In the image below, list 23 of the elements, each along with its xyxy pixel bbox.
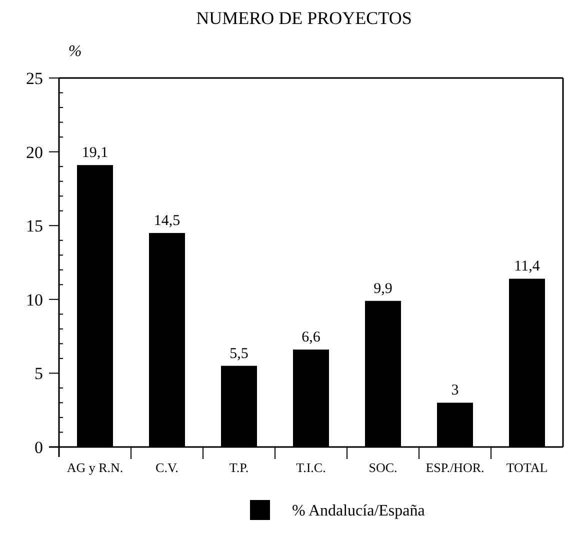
- y-tick-label: 20: [26, 142, 43, 162]
- x-tick-label: T.I.C.: [296, 460, 326, 475]
- y-tick-label: 5: [34, 364, 43, 384]
- text: 3: [451, 382, 459, 399]
- y-tick-label: 25: [26, 68, 43, 88]
- text: 11,4: [514, 258, 540, 275]
- y-tick-label: 0: [34, 438, 43, 457]
- y-axis-title: %: [68, 43, 82, 60]
- chart-title: NUMERO DE PROYECTOS: [196, 8, 412, 28]
- x-tick-label: ESP./HOR.: [426, 460, 484, 475]
- y-tick-label: 15: [26, 216, 43, 236]
- x-tick-label: TOTAL: [506, 460, 548, 475]
- text: 19,1: [82, 145, 108, 162]
- x-tick-label: T.P.: [229, 460, 249, 475]
- legend-label: % Andalucía/España: [292, 502, 425, 520]
- x-tick-label: SOC.: [368, 460, 398, 475]
- text: 14,5: [154, 212, 180, 229]
- text: 9,9: [374, 280, 392, 297]
- y-tick-label: 10: [26, 290, 43, 310]
- x-tick-label: AG y R.N.: [66, 460, 124, 475]
- text: 6,6: [302, 330, 320, 346]
- text: 5,5: [230, 346, 248, 362]
- x-tick-label: C.V.: [156, 460, 178, 475]
